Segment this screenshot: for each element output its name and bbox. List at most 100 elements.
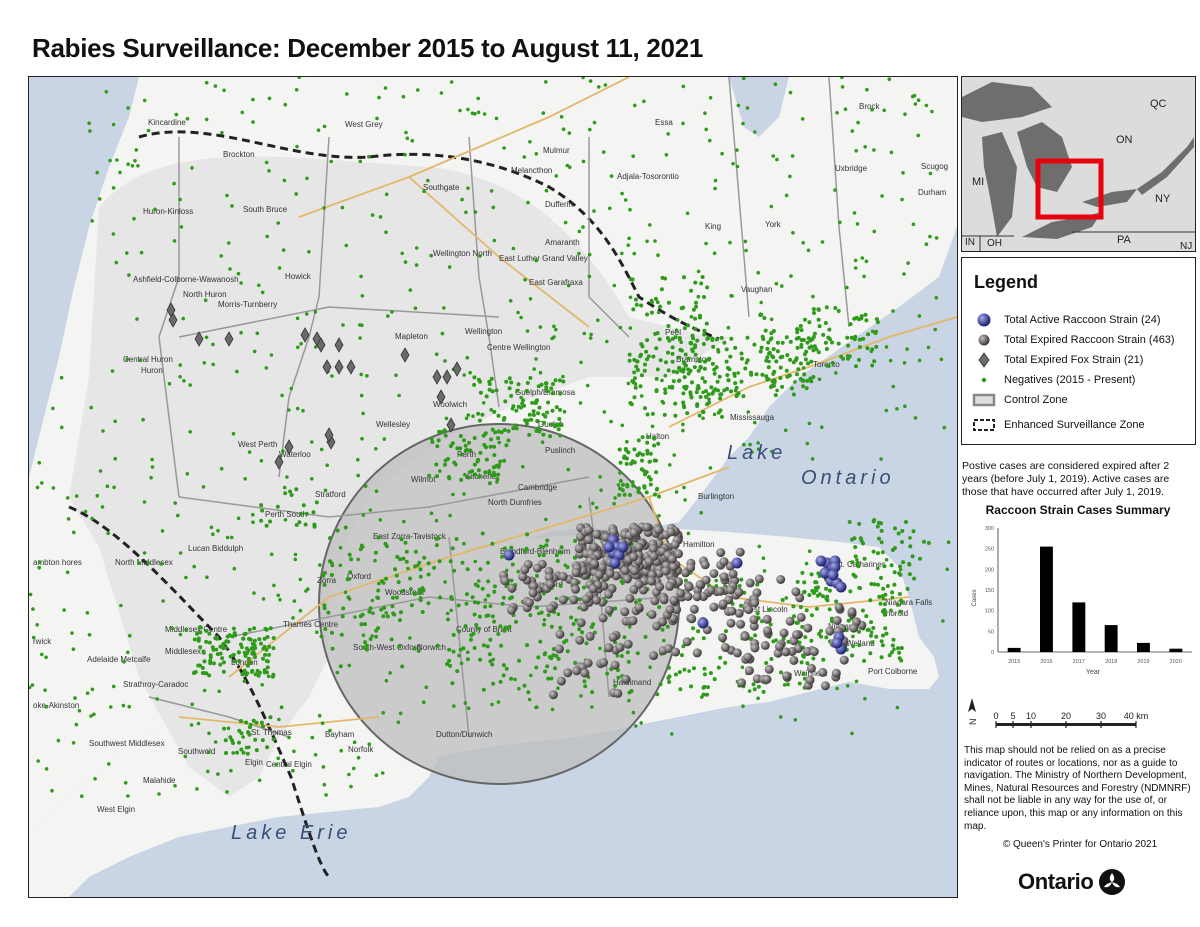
negative-case [892,546,897,551]
negative-case [819,634,824,639]
negative-case [509,578,514,583]
negative-case [37,461,42,465]
negative-case [185,472,190,476]
negative-case [499,643,504,648]
fox-strain-case [432,369,442,385]
negative-case [707,397,711,402]
legend-label: Enhanced Surveillance Zone [1004,419,1145,431]
negative-case [791,231,795,235]
active-raccoon-case [831,637,843,649]
negative-case [490,427,495,432]
negative-case [198,625,203,630]
negative-case [478,450,483,455]
negative-case [633,382,638,386]
negative-case [864,259,869,264]
expired-raccoon-case [604,643,614,653]
negative-case [517,686,521,691]
negative-case [464,601,469,606]
negative-case [544,188,549,193]
negative-case [642,368,647,373]
negative-case [807,345,812,350]
expired-raccoon-case [571,568,581,578]
town-label: West Grey [345,120,383,129]
negative-case [631,154,635,158]
negative-case [361,513,366,517]
negative-case [647,475,651,479]
negative-case [511,426,516,431]
expired-raccoon-case [749,615,759,625]
negative-case [900,540,904,544]
negative-case [696,386,701,391]
chart-x-tick: 2017 [1073,659,1085,665]
negative-case [495,480,499,484]
expired-raccoon-case [849,623,859,633]
negative-case [634,359,639,364]
negative-case [847,520,852,524]
negative-case [394,373,398,378]
fox-strain-case [334,359,344,375]
negative-case [525,329,530,333]
negative-case [758,312,763,316]
town-label: rwick [33,637,52,646]
negative-case [237,659,242,663]
negative-case [657,514,661,518]
negative-case [559,545,564,550]
negative-case [714,584,719,589]
negative-case [662,412,667,417]
negative-case [476,468,481,473]
negative-case [157,792,161,796]
negative-case [178,197,182,202]
negative-case [219,466,224,471]
negative-case [718,396,723,401]
negative-case [598,475,602,479]
negative-case [621,482,625,487]
negative-case [904,520,908,524]
negative-case [536,411,540,416]
expired-raccoon-case [610,660,620,670]
negative-case [618,325,623,330]
negative-case [401,556,406,561]
negative-case [636,438,641,443]
negative-case [802,372,807,377]
negative-case [502,146,506,150]
negative-case [413,306,418,310]
town-label: Middlesex Centre [165,625,228,634]
negative-case [713,186,717,191]
negative-case [545,389,550,394]
negative-case [446,456,451,461]
map-canvas[interactable]: Kincardine West GreyMulmurEssaBrockBrockt… [29,77,957,897]
negative-case [640,452,645,457]
negative-case [486,593,491,598]
chart-x-tick: 2016 [1040,659,1052,665]
negative-case [260,508,265,513]
negative-case [465,657,470,662]
negative-case [469,633,474,638]
legend-label: Total Active Raccoon Strain (24) [1004,314,1161,326]
negative-case [753,130,757,134]
negative-case [570,632,574,637]
negative-case [506,438,511,443]
negative-case [311,510,316,515]
main-map[interactable]: Kincardine West Grey Mulmur Essa Brock Brockt… [28,76,958,898]
expired-raccoon-case [737,678,746,688]
town-label: St. Catharines [835,560,886,569]
expired-raccoon-case [569,595,579,605]
negative-case [666,300,671,305]
fox-strain-case [436,389,446,405]
expired-raccoon-case [732,648,742,658]
negative-case [473,559,478,564]
negative-case [110,369,115,373]
negative-case [211,661,216,666]
negative-case [472,600,477,605]
negative-case [856,120,860,125]
active-raccoon-case [609,557,621,569]
negative-case [328,536,332,541]
negative-case [846,356,850,361]
active-raccoon-case [835,581,847,593]
negative-case [873,331,878,335]
lake-simcoe [729,77,789,137]
negative-case [510,595,514,600]
negative-case [626,243,630,247]
